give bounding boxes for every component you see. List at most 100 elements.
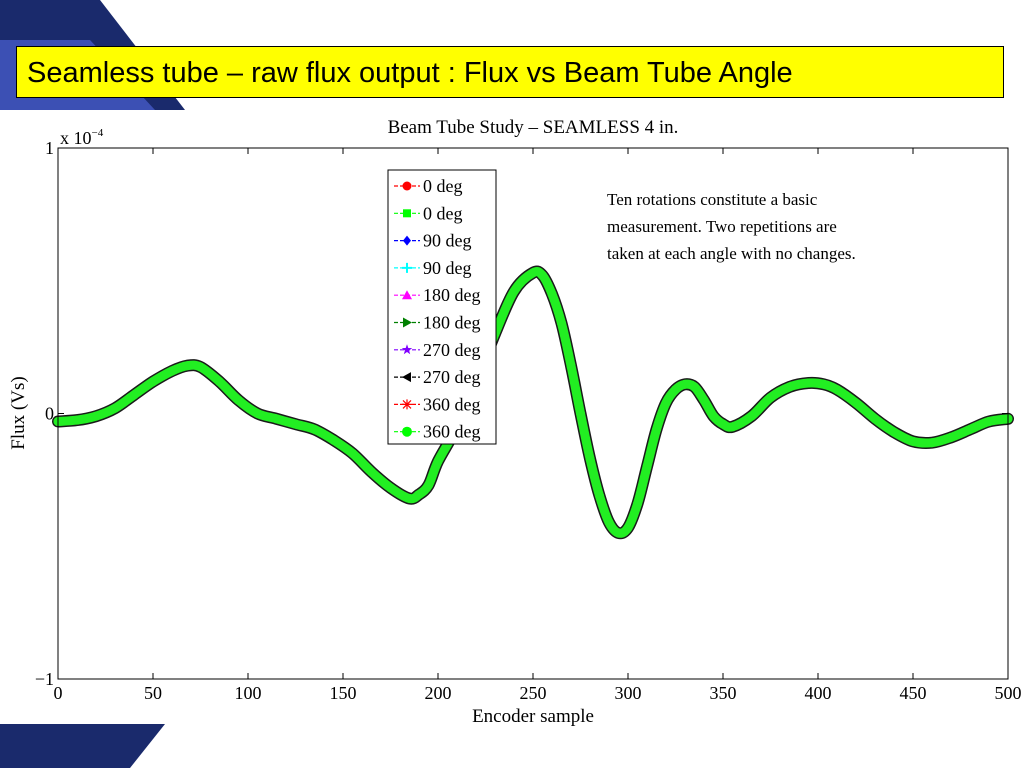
data-point [234,395,243,405]
data-point [614,528,623,538]
curve-layer [52,265,1014,540]
data-point [709,411,718,421]
legend-marker-square [403,209,411,218]
data-point [671,385,680,395]
data-point [927,438,937,448]
data-point [509,286,519,296]
annotation-line: Ten rotations constitute a basic [607,190,818,209]
legend-label: 270 deg [423,340,481,360]
data-point [148,377,158,387]
legend-entry: 90 deg [394,258,472,278]
decor-bottom-shape [0,724,165,768]
legend-entry: 270 deg [394,340,481,360]
data-point [604,517,614,527]
data-point [215,377,224,387]
x-tick-label: 100 [235,683,262,703]
x-tick-label: 200 [425,683,452,703]
legend-label: 270 deg [423,367,481,387]
data-point [984,416,994,426]
series-line-360-deg [53,267,1013,538]
legend-entry: 180 deg [394,313,481,333]
y-tick-label: −1 [35,669,54,689]
chart-title: Beam Tube Study – SEAMLESS 4 in. [388,117,679,138]
legend-label: 360 deg [423,394,481,414]
data-point [414,489,424,499]
legend-label: 180 deg [423,313,481,333]
data-point [652,424,661,434]
legend-marker-star [401,344,413,355]
x-tick-label: 350 [710,683,737,703]
x-axis-label: Encoder sample [472,706,594,727]
data-point [557,318,566,328]
x-tick-label: 150 [330,683,357,703]
legend-marker-circle [402,181,412,191]
legend-marker-asterisk [402,399,412,410]
data-point [91,411,101,421]
legend-marker-triangle-up [402,290,412,300]
x-tick-label: 0 [54,683,63,703]
data-point [819,379,829,389]
data-point [718,419,728,429]
annotation-line: taken at each angle with no changes. [607,244,856,263]
data-point [348,448,357,458]
legend-label: 90 deg [423,231,472,251]
data-point [804,378,813,388]
data-point [310,424,319,434]
axis-ticks: 0 50 100 150 200 250 300 350 400 450 500−101 [35,138,1022,703]
data-point [129,390,139,400]
data-point [538,270,547,280]
data-point [576,409,585,418]
x-tick-label: 50 [144,683,162,703]
data-point [870,414,880,424]
y-axis-label: Flux (Vs) [8,376,29,449]
legend-marker-triangle-left [402,372,411,383]
data-point [367,467,376,477]
legend-entry: 90 deg [394,231,472,251]
data-point [167,366,177,376]
legend-marker-plus [402,262,412,273]
legend: 0 deg 0 deg 90 deg 90 deg 180 deg 180 deg 270 … [387,169,497,445]
legend-entries: 0 deg 0 deg 90 deg 90 deg 180 deg 180 deg 270 … [394,176,481,442]
data-point [585,454,595,464]
legend-entry: 0 deg [394,176,463,196]
legend-marker-circle [402,426,412,437]
data-point [182,361,192,371]
annotation-line: measurement. Two repetitions are [607,217,837,236]
data-point [433,456,443,466]
y-exponent-sup: −4 [92,127,104,139]
data-point [566,361,576,371]
data-point [747,411,756,421]
data-point [766,393,775,403]
data-point [728,422,737,432]
data-point [528,268,538,278]
data-point [405,493,414,503]
data-point [851,398,861,408]
x-tick-label: 250 [520,683,547,703]
data-point [785,382,794,392]
x-tick-label: 500 [995,683,1022,703]
data-point [832,385,842,395]
data-point [690,382,699,392]
y-tick-label: 1 [45,138,54,158]
slide-decoration-bottom [0,724,165,768]
data-point [699,395,709,405]
data-point [291,419,300,429]
data-point [946,432,956,442]
legend-entry: 180 deg [394,285,481,305]
series-line-outline [52,265,1014,540]
legend-label: 0 deg [423,203,463,223]
legend-label: 180 deg [423,285,481,305]
legend-entry: 360 deg [394,422,481,442]
annotation-text: Ten rotations constitute a basic measure… [607,190,856,263]
legend-label: 360 deg [423,422,481,442]
data-point [424,480,433,490]
data-point [196,362,205,372]
legend-entry: 0 deg [394,203,463,223]
data-point [680,379,690,389]
legend-marker-triangle-right [403,317,412,328]
data-point [908,436,918,446]
slide-title: Seamless tube – raw flux output : Flux v… [16,46,1004,98]
data-point [623,523,633,533]
y-exponent-label: x 10−4 [60,127,104,148]
